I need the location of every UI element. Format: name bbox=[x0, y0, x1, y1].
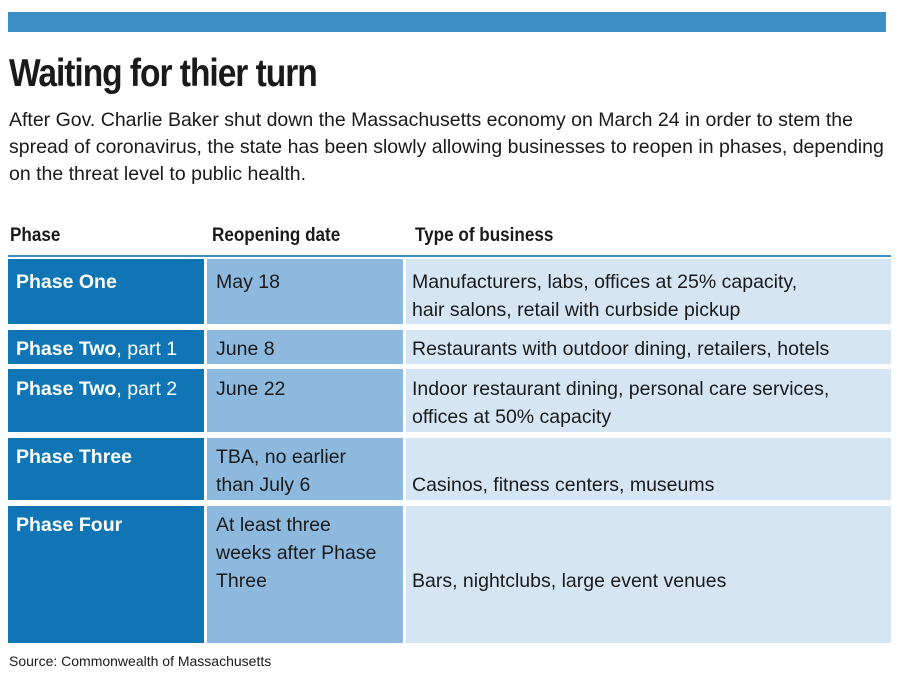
phase-cell: Phase Three bbox=[8, 438, 204, 500]
business-cell: Manufacturers, labs, offices at 25% capa… bbox=[406, 259, 891, 324]
business-line bbox=[412, 511, 891, 539]
phase-cell: Phase One bbox=[8, 259, 204, 324]
date-line: June 8 bbox=[216, 338, 275, 360]
business-line: Casinos, fitness centers, museums bbox=[412, 474, 715, 496]
phase-cell: Phase Four bbox=[8, 506, 204, 643]
date-line: At least three bbox=[216, 514, 331, 536]
business-cell: Indoor restaurant dining, personal care … bbox=[406, 369, 891, 432]
table-row-phase-one: Phase One May 18 Manufacturers, labs, of… bbox=[8, 259, 891, 324]
business-line: offices at 50% capacity bbox=[412, 406, 612, 428]
business-line: hair salons, retail with curbside pickup bbox=[412, 299, 741, 321]
phase-suffix: , part 2 bbox=[116, 378, 178, 400]
column-header-reopening-date: Reopening date bbox=[212, 225, 341, 246]
date-line: weeks after Phase bbox=[216, 542, 377, 564]
table-row-phase-two-part-1: Phase Two, part 1 June 8 Restaurants wit… bbox=[8, 330, 891, 364]
table-row-phase-three: Phase Three TBA, no earlier than July 6 … bbox=[8, 438, 891, 500]
date-cell: May 18 bbox=[207, 259, 403, 324]
date-cell: At least three weeks after Phase Three bbox=[207, 506, 403, 643]
date-line: May 18 bbox=[216, 271, 280, 293]
date-cell: TBA, no earlier than July 6 bbox=[207, 438, 403, 500]
phase-cell: Phase Two, part 1 bbox=[8, 330, 204, 364]
date-cell: June 8 bbox=[207, 330, 403, 364]
header-divider bbox=[8, 255, 891, 257]
business-line bbox=[412, 443, 891, 471]
date-line: Three bbox=[216, 570, 267, 592]
date-line: June 22 bbox=[216, 378, 286, 400]
phase-name: Phase One bbox=[16, 271, 117, 293]
business-line: Manufacturers, labs, offices at 25% capa… bbox=[412, 271, 798, 293]
column-header-type-of-business: Type of business bbox=[415, 225, 554, 246]
date-line: than July 6 bbox=[216, 474, 311, 496]
business-cell: Casinos, fitness centers, museums bbox=[406, 438, 891, 500]
page-title: Waiting for thier turn bbox=[9, 52, 318, 95]
date-cell: June 22 bbox=[207, 369, 403, 432]
column-header-phase: Phase bbox=[10, 225, 61, 246]
table-row-phase-four: Phase Four At least three weeks after Ph… bbox=[8, 506, 891, 643]
business-line: Restaurants with outdoor dining, retaile… bbox=[412, 338, 830, 360]
business-line bbox=[412, 539, 891, 567]
business-line: Indoor restaurant dining, personal care … bbox=[412, 378, 830, 400]
phase-suffix: , part 1 bbox=[116, 338, 178, 360]
phase-name: Phase Two bbox=[16, 338, 117, 360]
date-line: TBA, no earlier bbox=[216, 446, 347, 468]
table-row-phase-two-part-2: Phase Two, part 2 June 22 Indoor restaur… bbox=[8, 369, 891, 432]
intro-paragraph: After Gov. Charlie Baker shut down the M… bbox=[9, 109, 884, 185]
phase-name: Phase Two bbox=[16, 378, 117, 400]
phase-name: Phase Four bbox=[16, 514, 123, 536]
business-line: Bars, nightclubs, large event venues bbox=[412, 570, 727, 592]
business-cell: Restaurants with outdoor dining, retaile… bbox=[406, 330, 891, 364]
source-credit: Source: Commonwealth of Massachusetts bbox=[9, 653, 272, 669]
top-accent-bar bbox=[8, 12, 886, 32]
phase-name: Phase Three bbox=[16, 446, 132, 468]
business-cell: Bars, nightclubs, large event venues bbox=[406, 506, 891, 643]
phase-cell: Phase Two, part 2 bbox=[8, 369, 204, 432]
